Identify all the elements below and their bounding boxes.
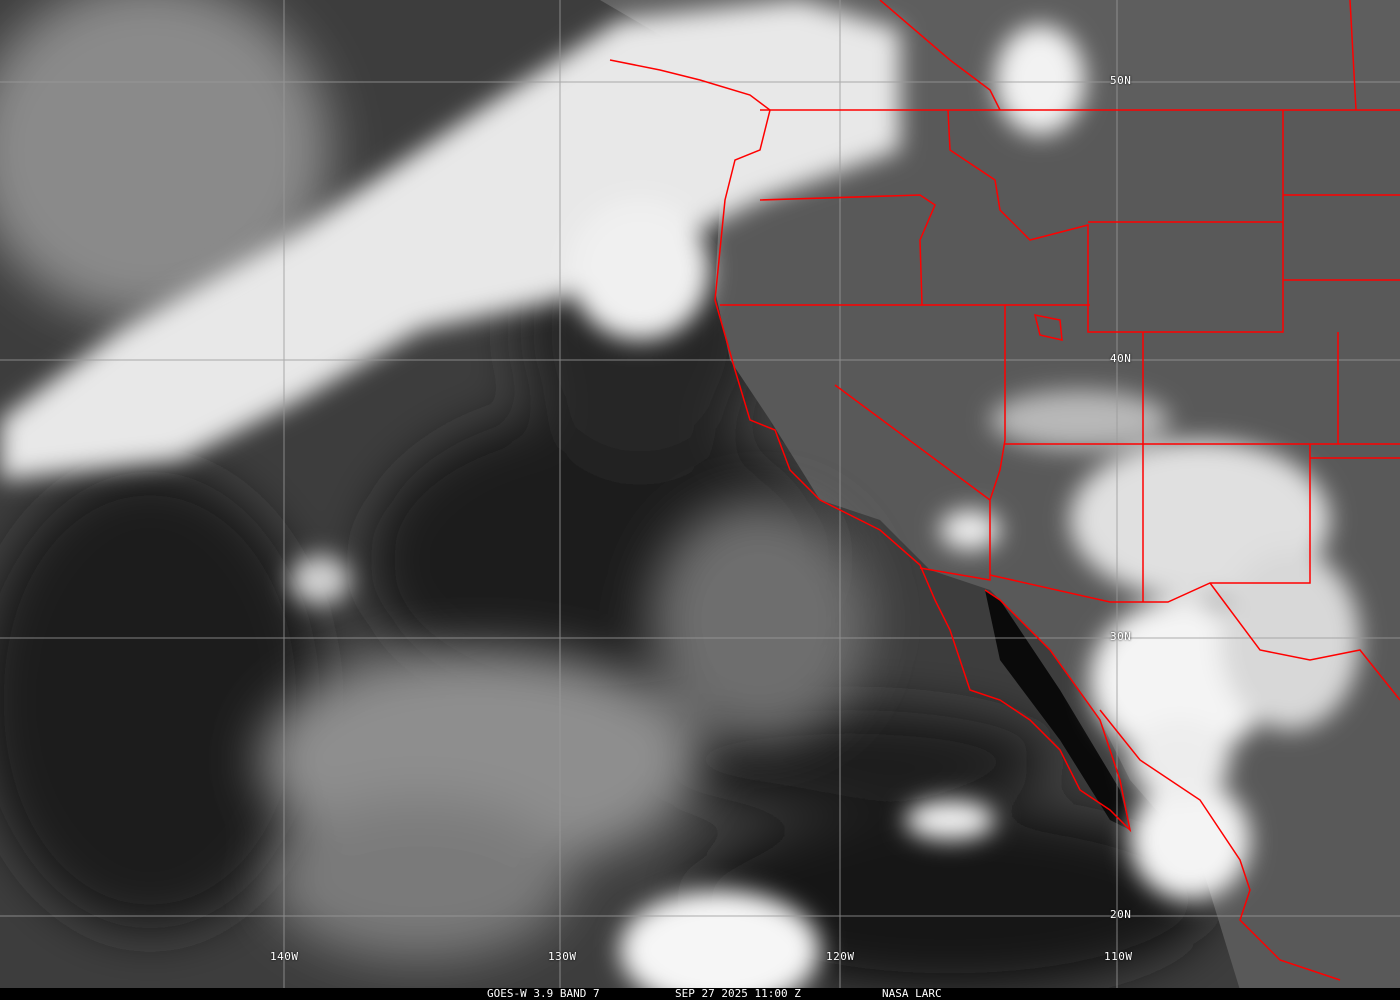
us-mexico-border (1209, 582, 1400, 701)
lat-label-20n: 20N (1110, 908, 1132, 921)
datetime-label: SEP 27 2025 11:00 Z (675, 987, 801, 1000)
canada-provincial-lines (879, 0, 1357, 111)
source-label: NASA LARC (882, 987, 942, 1000)
lon-label-130w: 130W (548, 950, 577, 963)
great-salt-lake (1033, 314, 1063, 341)
political-boundaries (609, 0, 1400, 981)
lat-label-40n: 40N (1110, 352, 1132, 365)
sensor-label: GOES-W 3.9 BAND 7 (487, 987, 600, 1000)
mexico-coastline (1099, 709, 1341, 981)
lat-label-50n: 50N (1110, 74, 1132, 87)
lat-label-30n: 30N (1110, 630, 1132, 643)
pacific-coastline (609, 59, 1132, 833)
caption-bar: GOES-W 3.9 BAND 7 SEP 27 2025 11:00 Z NA… (0, 988, 1400, 1000)
gulf-of-california (985, 590, 1130, 830)
lon-label-110w: 110W (1104, 950, 1133, 963)
lon-label-120w: 120W (826, 950, 855, 963)
stratus-deck (0, 0, 870, 960)
lon-label-140w: 140W (270, 950, 299, 963)
state-lines-interior (720, 109, 1400, 603)
